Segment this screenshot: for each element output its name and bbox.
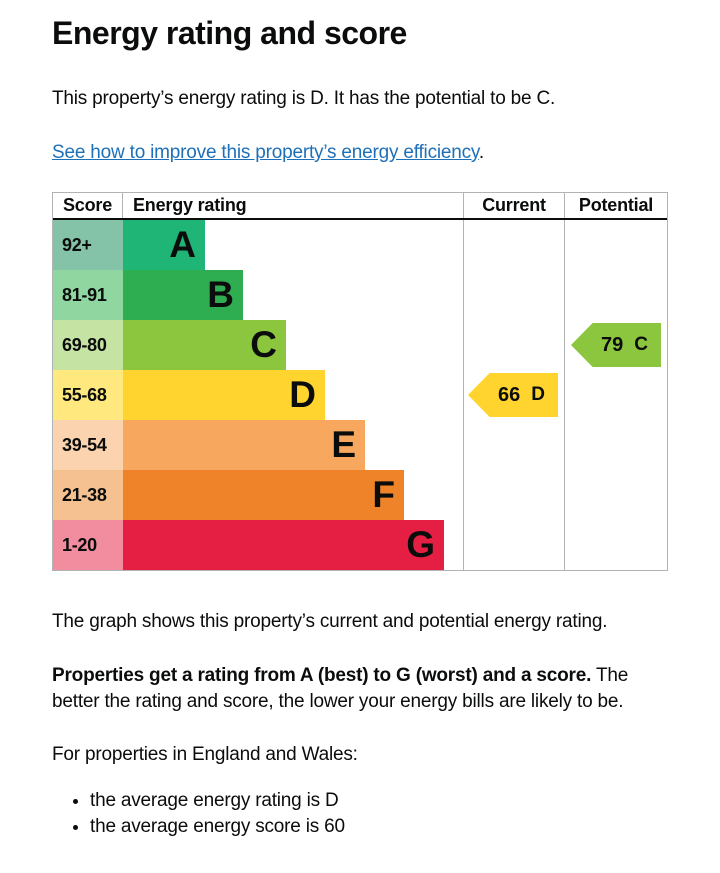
link-period: . [478, 142, 484, 163]
rating-bands-area: 92+ A 81-91 B 69-80 C 55-68 D 39-54 E 21-38 F 1-20 G 6… [53, 220, 667, 570]
list-item-average-rating: the average energy rating is D [90, 788, 668, 814]
band-bar-g: G [123, 520, 444, 570]
header-current: Current [463, 193, 564, 218]
score-range-f: 21-38 [53, 470, 123, 520]
improve-link-line: See how to improve this property’s energ… [52, 140, 668, 166]
current-rating-arrow-band: D [531, 384, 545, 405]
potential-rating-arrow-band: C [634, 334, 648, 355]
intro-text: This property’s energy rating is D. It h… [52, 88, 556, 109]
band-bar-a: A [123, 220, 205, 270]
band-bar-d: D [123, 370, 325, 420]
header-score: Score [53, 193, 123, 218]
potential-rating-arrow-score: 79 [601, 333, 624, 356]
column-divider-2 [564, 220, 565, 570]
rating-band-row-e: 39-54 E [53, 420, 667, 470]
score-range-a: 92+ [53, 220, 123, 270]
score-range-b: 81-91 [53, 270, 123, 320]
page-content: Energy rating and score This property’s … [0, 0, 720, 840]
rating-band-row-a: 92+ A [53, 220, 667, 270]
band-bar-c: C [123, 320, 286, 370]
rating-explainer: Properties get a rating from A (best) to… [52, 663, 668, 715]
band-bar-f: F [123, 470, 404, 520]
score-range-c: 69-80 [53, 320, 123, 370]
rating-band-row-b: 81-91 B [53, 270, 667, 320]
rating-band-row-d: 55-68 D [53, 370, 667, 420]
column-divider-1 [463, 220, 464, 570]
current-rating-arrow-score: 66 [498, 383, 521, 406]
score-range-g: 1-20 [53, 520, 123, 570]
graph-caption: The graph shows this property’s current … [52, 611, 608, 632]
region-line: For properties in England and Wales: [52, 744, 358, 765]
header-potential: Potential [564, 193, 667, 218]
explainer-bold: Properties get a rating from A (best) to… [52, 665, 592, 686]
score-range-d: 55-68 [53, 370, 123, 420]
header-energy-rating: Energy rating [133, 195, 247, 215]
rating-band-row-f: 21-38 F [53, 470, 667, 520]
average-list: the average energy rating is D the avera… [52, 788, 668, 840]
rating-band-row-g: 1-20 G [53, 520, 667, 570]
table-header-row: Score Energy rating Current Potential [53, 193, 667, 220]
explainer-rest: The better the rating and score, the low… [52, 665, 629, 712]
energy-rating-table: Score Energy rating Current Potential 92… [52, 192, 668, 571]
current-rating-arrow: 66 D [468, 373, 558, 417]
band-bar-e: E [123, 420, 365, 470]
rating-band-row-c: 69-80 C [53, 320, 667, 370]
page-title: Energy rating and score [52, 15, 407, 51]
score-range-e: 39-54 [53, 420, 123, 470]
improve-link[interactable]: See how to improve this property’s energ… [52, 142, 479, 163]
band-bar-b: B [123, 270, 243, 320]
potential-rating-arrow: 79 C [571, 323, 661, 367]
list-item-average-score: the average energy score is 60 [90, 814, 668, 840]
